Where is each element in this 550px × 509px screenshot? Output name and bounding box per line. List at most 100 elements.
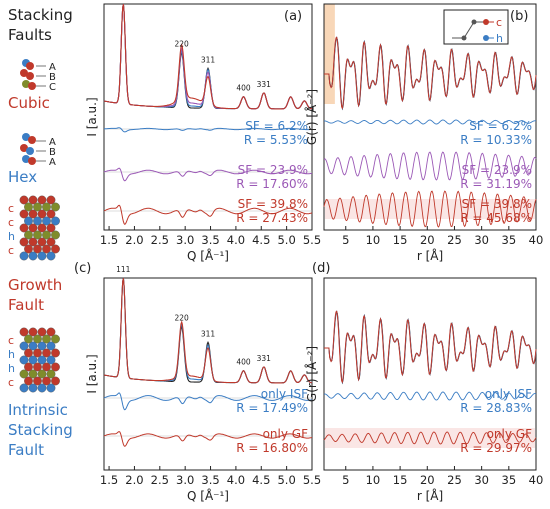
intrinsic-fault-block: c h h c — [8, 327, 60, 393]
atom — [42, 334, 51, 344]
atom — [24, 376, 33, 386]
label-hex: Hex — [8, 168, 37, 186]
annotation-r-value: R = 31.19% — [460, 177, 532, 191]
x-tick-label: 25 — [447, 233, 462, 247]
atom — [42, 348, 51, 358]
intrinsic-layer-3: h — [8, 362, 15, 375]
atom — [51, 376, 60, 386]
atom — [51, 202, 60, 212]
panel-letter: (a) — [284, 9, 302, 24]
atom — [19, 369, 29, 379]
x-tick-label: 5.0 — [277, 233, 295, 247]
x-axis-label: Q [Å⁻¹] — [187, 488, 229, 503]
annotation-r-value: R = 17.49% — [236, 401, 308, 415]
atom — [28, 223, 38, 233]
growth-layer-1: c — [8, 202, 14, 215]
atom — [46, 341, 56, 351]
panel-d: 5 10 15 20 25 30 35 40 r [Å] G(r) [Å⁻²] (d) only IS… — [304, 261, 543, 503]
legend-label-h: h — [496, 32, 503, 45]
annotation-r-value: R = 27.43% — [236, 211, 308, 225]
atom — [37, 327, 47, 337]
atom — [46, 251, 56, 261]
atom — [24, 362, 33, 372]
atom — [46, 327, 56, 337]
atom — [37, 383, 47, 393]
red-difference-curve — [323, 190, 537, 228]
annotation-label: SF = 23.9% — [238, 163, 308, 177]
peak-label: 331 — [257, 80, 272, 89]
x-tick-label: 4.0 — [227, 473, 245, 487]
atom — [37, 195, 47, 205]
legend-label-c: c — [496, 16, 502, 29]
atom — [24, 334, 33, 344]
atom — [46, 369, 56, 379]
x-tick-label: 5 — [342, 473, 349, 487]
x-tick-label: 2.0 — [125, 233, 143, 247]
legend-atom — [461, 35, 467, 41]
atom — [19, 327, 29, 337]
intrinsic-layer-4: c — [8, 376, 14, 389]
cubic-layer-a: A — [49, 62, 56, 73]
annotation-label: SF = 23.9% — [462, 163, 532, 177]
panel-c: 1.5 2.0 2.5 3.0 3.5 4.0 4.5 5.0 5.5 Q [Å⁻¹] I [a.u… — [74, 261, 321, 503]
atom — [28, 209, 38, 219]
panel-letter: (b) — [510, 9, 528, 24]
panel-letter: (d) — [312, 261, 330, 276]
x-tick-label: 2.5 — [151, 473, 169, 487]
annotation-r-value: R = 29.97% — [460, 441, 532, 455]
label-intrinsic-line2: Stacking — [8, 421, 73, 439]
atom — [24, 348, 33, 358]
x-axis-label: Q [Å⁻¹] — [187, 248, 229, 263]
atom — [28, 237, 38, 247]
x-tick-label: 10 — [366, 233, 381, 247]
atom — [42, 230, 51, 240]
legend-atom — [471, 19, 477, 25]
peak-label: 220 — [174, 314, 189, 323]
uncertainty-band — [325, 199, 535, 219]
annotation-r-value: R = 45.68% — [460, 211, 532, 225]
peak-label: 331 — [257, 354, 272, 363]
atom — [28, 355, 38, 365]
atom — [46, 237, 56, 247]
purple-difference-curve — [103, 167, 313, 182]
atom — [19, 195, 29, 205]
x-tick-label: 3.0 — [176, 473, 194, 487]
growth-layer-2: c — [8, 216, 14, 229]
y-axis-label: I [a.u.] — [85, 97, 99, 136]
x-tick-label: 4.5 — [252, 473, 270, 487]
peak-label: 311 — [201, 329, 216, 338]
label-intrinsic-line1: Intrinsic — [8, 401, 68, 419]
x-tick-label: 4.0 — [227, 233, 245, 247]
blue-difference-curve — [103, 392, 313, 411]
plot-frame — [103, 3, 313, 231]
x-tick-label: 30 — [474, 473, 489, 487]
plot-frame — [323, 3, 537, 231]
atom — [46, 223, 56, 233]
atom — [37, 369, 47, 379]
panel-a: 1.5 2.0 2.5 3.0 3.5 4.0 4.5 5.0 5.5 Q [Å⁻¹] I [a.u… — [85, 3, 321, 263]
atom — [51, 230, 60, 240]
atom — [19, 251, 29, 261]
atom — [33, 376, 42, 386]
atom — [37, 209, 47, 219]
red-pdf-curve — [324, 310, 537, 384]
atom — [46, 355, 56, 365]
x-tick-label: 1.5 — [100, 233, 118, 247]
red-xrd-curve — [103, 4, 313, 110]
hex-layer-3: A — [49, 157, 56, 168]
atom — [33, 202, 42, 212]
y-axis-label: G(r) [Å⁻²] — [304, 346, 319, 402]
red-difference-curve — [323, 431, 537, 445]
cubic-layer-b: B — [49, 72, 56, 83]
blue-difference-curve — [103, 127, 313, 133]
atom — [28, 251, 38, 261]
intrinsic-layer-1: c — [8, 334, 14, 347]
atom — [42, 202, 51, 212]
x-tick-label: 40 — [529, 473, 544, 487]
atom — [33, 216, 42, 226]
x-tick-label: 5.0 — [277, 473, 295, 487]
label-intrinsic-line3: Fault — [8, 441, 44, 459]
annotation-label: SF = 6.2% — [245, 119, 308, 133]
annotation-label: SF = 39.8% — [238, 197, 308, 211]
annotation-r-value: R = 10.33% — [460, 133, 532, 147]
